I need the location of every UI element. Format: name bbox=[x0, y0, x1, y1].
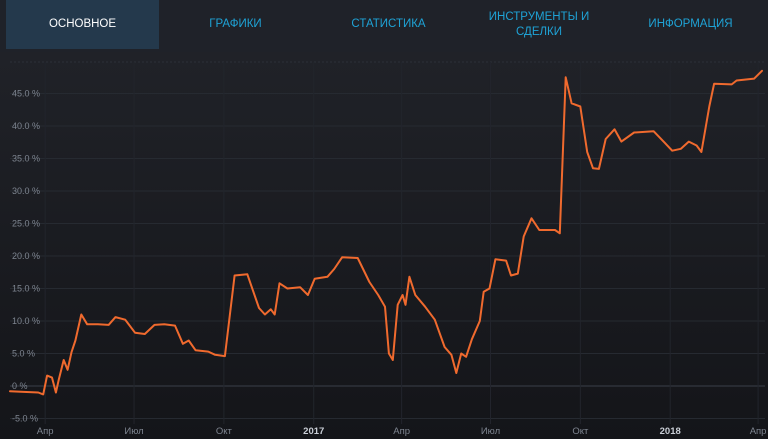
tab-instruments-deals-label: ИНСТРУМЕНТЫ И СДЕЛКИ bbox=[488, 10, 590, 38]
x-tick-label: 2018 bbox=[660, 426, 681, 437]
equity-series-line bbox=[9, 69, 763, 396]
y-tick-label: 10.0 % bbox=[12, 316, 40, 326]
y-tick-label: 5.0 % bbox=[12, 349, 35, 359]
x-tick-label: Апр bbox=[393, 426, 410, 437]
tab-main-label: ОСНОВНОЕ bbox=[48, 18, 117, 30]
x-tick-label: Июл bbox=[481, 426, 500, 437]
tab-statistics[interactable]: СТАТИСТИКА bbox=[312, 0, 465, 49]
x-tick-label: Апр bbox=[750, 426, 767, 437]
y-tick-label: 15.0 % bbox=[12, 284, 40, 294]
tab-charts-label: ГРАФИКИ bbox=[209, 18, 262, 30]
x-tick-label: Окт bbox=[216, 426, 233, 437]
x-tick-label: Окт bbox=[572, 426, 589, 437]
tab-information-label: ИНФОРМАЦИЯ bbox=[648, 18, 733, 30]
y-tick-label: 35.0 % bbox=[12, 154, 40, 164]
x-tick-label: Апр bbox=[37, 426, 54, 437]
x-tick-label: 2017 bbox=[303, 426, 324, 437]
tab-information[interactable]: ИНФОРМАЦИЯ bbox=[613, 0, 768, 49]
y-tick-label: 40.0 % bbox=[12, 121, 40, 131]
tab-bar: ОСНОВНОЕ ГРАФИКИ СТАТИСТИКА ИНСТРУМЕНТЫ … bbox=[0, 0, 768, 53]
y-tick-label: 45.0 % bbox=[12, 89, 40, 99]
tab-main[interactable]: ОСНОВНОЕ bbox=[6, 0, 159, 49]
y-tick-label: 20.0 % bbox=[12, 251, 40, 261]
y-tick-label: 25.0 % bbox=[12, 219, 40, 229]
x-tick-label: Июл bbox=[124, 426, 143, 437]
y-tick-label: 0 % bbox=[12, 381, 28, 391]
y-tick-label: -5.0 % bbox=[12, 414, 38, 424]
chart-area: -5.0 % 0 % 5.0 % 10.0 % 15.0 % 20.0 % 25.0 % 30… bbox=[0, 52, 768, 439]
tab-statistics-label: СТАТИСТИКА bbox=[351, 18, 426, 30]
tab-charts[interactable]: ГРАФИКИ bbox=[159, 0, 312, 49]
tab-instruments-deals[interactable]: ИНСТРУМЕНТЫ И СДЕЛКИ bbox=[465, 0, 613, 49]
equity-line-chart: -5.0 % 0 % 5.0 % 10.0 % 15.0 % 20.0 % 25.0 % 30… bbox=[9, 61, 767, 437]
y-tick-label: 30.0 % bbox=[12, 186, 40, 196]
